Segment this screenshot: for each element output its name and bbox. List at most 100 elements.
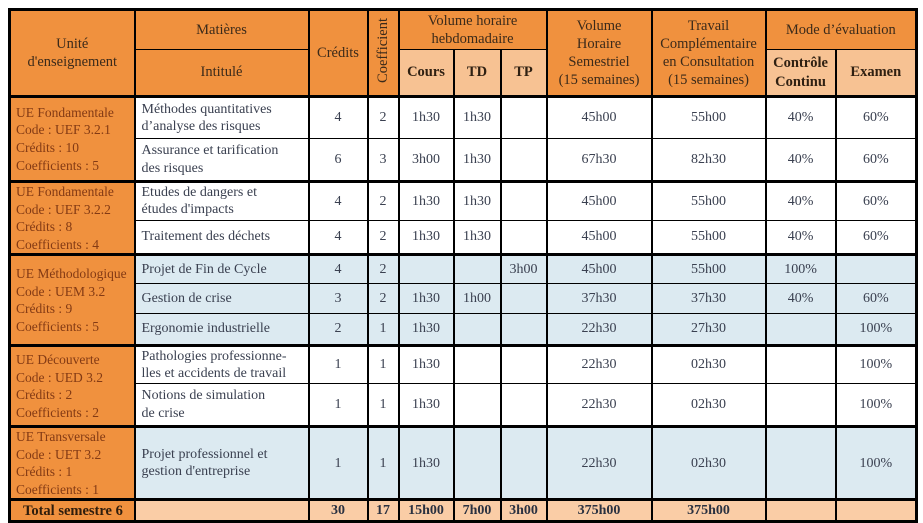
coeff-cell: 2 [366,283,400,315]
vhs-cell: 45h00 [545,219,653,256]
td-cell [452,313,502,347]
header-volume-semestriel: Volume Horaire Semestriel (15 semaines) [545,9,653,97]
credits-cell: 4 [307,253,369,285]
subject-cell: Projet professionnel et gestion d'entrep… [133,425,310,501]
td-cell: 1h30 [452,138,502,182]
cc-cell: 40% [764,95,837,139]
vhs-cell: 22h30 [545,313,653,347]
subject-cell: Méthodes quantitatives d’analyse des ris… [133,95,310,139]
travail-cell: 02h30 [650,383,767,428]
travail-cell: 82h30 [650,138,767,182]
cc-cell: 40% [764,283,837,315]
vhs-cell: 45h00 [545,95,653,139]
cc-cell: 100% [764,253,837,285]
cours-cell: 3h00 [397,138,455,182]
tp-cell [499,344,548,385]
total-empty-cell [133,498,310,523]
header-controle-continu: Contrôle Continu [764,49,837,97]
coeff-cell: 1 [366,313,400,347]
coeff-cell: 2 [366,180,400,221]
examen-cell: 60% [834,219,918,256]
subject-cell: Notions de simulation de crise [133,383,310,428]
ue-group-label-uet32: UE Transversale Code : UET 3.2 Crédits :… [8,425,136,501]
total-examen [834,498,918,523]
vhs-cell: 22h30 [545,344,653,385]
td-cell [452,425,502,501]
subject-cell: Ergonomie industrielle [133,313,310,347]
examen-cell: 100% [834,383,918,428]
coeff-cell: 1 [366,344,400,385]
subject-cell: Projet de Fin de Cycle [133,253,310,285]
credits-cell: 2 [307,313,369,347]
examen-cell: 60% [834,283,918,315]
travail-cell: 02h30 [650,425,767,501]
cours-cell: 1h30 [397,344,455,385]
travail-cell: 37h30 [650,283,767,315]
total-tp: 3h00 [499,498,548,523]
cc-cell: 40% [764,180,837,221]
coeff-cell: 1 [366,425,400,501]
header-credits: Crédits [307,9,369,97]
cc-cell: 40% [764,219,837,256]
travail-cell: 27h30 [650,313,767,347]
vhs-cell: 67h30 [545,138,653,182]
tp-cell [499,313,548,347]
cours-cell [397,253,455,285]
td-cell: 1h30 [452,95,502,139]
td-cell: 1h00 [452,283,502,315]
tp-cell [499,95,548,139]
total-cc [764,498,837,523]
course-program-table: Unité d'enseignement Matières Crédits Co… [8,8,919,523]
vhs-cell: 45h00 [545,253,653,285]
total-coeff: 17 [366,498,400,523]
coeff-cell: 2 [366,95,400,139]
header-examen: Examen [834,49,918,97]
coeff-cell: 1 [366,383,400,428]
cours-cell: 1h30 [397,219,455,256]
header-unite: Unité d'enseignement [8,9,136,97]
header-travail-complementaire: Travail Complémentaire en Consultation (… [650,9,767,97]
tp-cell [499,383,548,428]
td-cell [452,383,502,428]
coefficient-vertical-label: Coefficient [374,17,391,83]
cc-cell [764,425,837,501]
examen-cell: 60% [834,180,918,221]
tp-cell [499,180,548,221]
cours-cell: 1h30 [397,95,455,139]
credits-cell: 1 [307,425,369,501]
td-cell: 1h30 [452,219,502,256]
header-volume-hebdomadaire: Volume horaire hebdomadaire [397,9,548,50]
credits-cell: 1 [307,383,369,428]
cours-cell: 1h30 [397,383,455,428]
cc-cell [764,344,837,385]
examen-cell: 60% [834,138,918,182]
total-travail: 375h00 [650,498,767,523]
header-mode-evaluation: Mode d’évaluation [764,9,918,50]
credits-cell: 1 [307,344,369,385]
travail-cell: 55h00 [650,219,767,256]
td-cell [452,253,502,285]
vhs-cell: 22h30 [545,425,653,501]
subject-cell: Assurance et tarification des risques [133,138,310,182]
tp-cell [499,138,548,182]
total-vhs: 375h00 [545,498,653,523]
credits-cell: 4 [307,95,369,139]
td-cell [452,344,502,385]
total-cours: 15h00 [397,498,455,523]
travail-cell: 02h30 [650,344,767,385]
header-tp: TP [499,49,548,97]
examen-cell: 100% [834,313,918,347]
credits-cell: 3 [307,283,369,315]
travail-cell: 55h00 [650,95,767,139]
coeff-cell: 2 [366,253,400,285]
cours-cell: 1h30 [397,425,455,501]
ue-group-label-uef322: UE Fondamentale Code : UEF 3.2.2 Crédits… [8,179,136,256]
examen-cell [834,253,918,285]
subject-cell: Gestion de crise [133,283,310,315]
examen-cell: 100% [834,425,918,501]
header-coefficient: Coefficient [366,9,400,97]
total-td: 7h00 [452,498,502,523]
header-matieres: Matières [133,9,310,50]
cc-cell [764,383,837,428]
travail-cell: 55h00 [650,253,767,285]
